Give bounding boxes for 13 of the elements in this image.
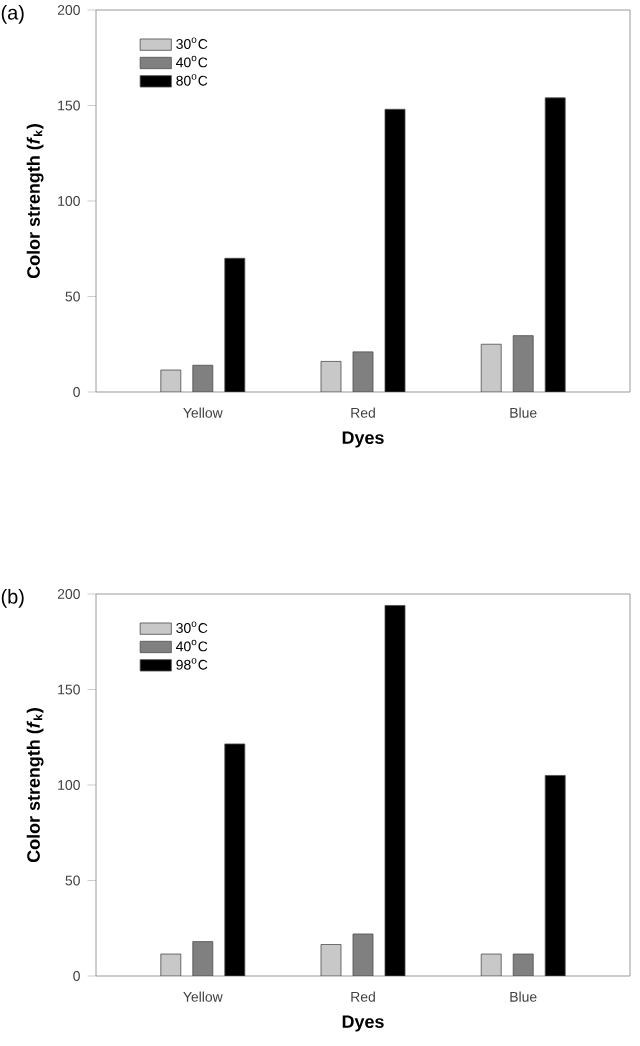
x-axis-title: Dyes	[342, 1015, 384, 1032]
bar	[544, 97, 566, 392]
bar	[544, 775, 566, 976]
bar	[480, 343, 502, 392]
x-axis-title: Dyes	[342, 431, 384, 448]
chart-title: (b)	[1, 589, 24, 608]
bar	[224, 257, 246, 392]
bar	[384, 108, 406, 392]
chart-title: (a)	[1, 5, 24, 24]
y-axis-title: Color strength (f$_{k}$)	[26, 124, 44, 279]
y-axis-title: Color strength (f$_{k}$)	[26, 708, 44, 863]
bar	[384, 605, 406, 976]
bar	[224, 743, 246, 976]
